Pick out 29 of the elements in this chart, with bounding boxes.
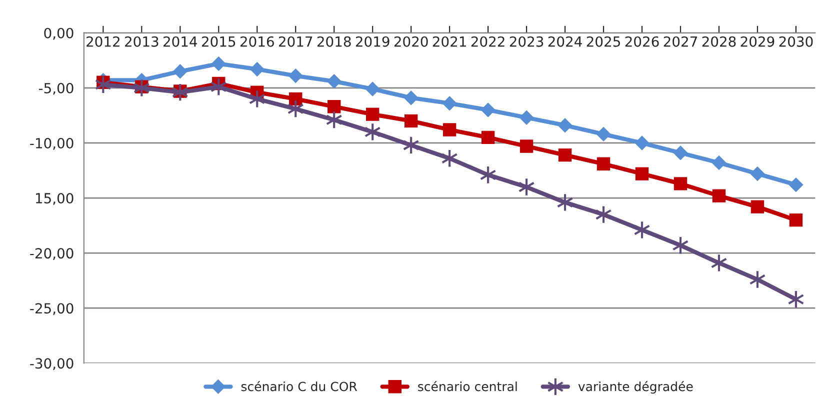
legend-label: scénario C du COR <box>241 381 358 392</box>
x-tick-label: 2016 <box>240 36 274 47</box>
x-tick-label: 2030 <box>779 36 813 47</box>
x-tick-label: 2019 <box>356 36 390 47</box>
x-tick-label: 2018 <box>317 36 351 47</box>
x-tick-label: 2028 <box>702 36 736 47</box>
x-tick-label: 2015 <box>202 36 236 47</box>
x-tick-label: 2024 <box>548 36 582 47</box>
y-tick-label: -20,00 <box>30 248 74 260</box>
x-tick-label: 2021 <box>432 36 466 47</box>
x-tick-label: 2020 <box>394 36 428 47</box>
x-tick-label: 2012 <box>86 36 120 47</box>
x-tick-label: 2025 <box>586 36 620 47</box>
y-tick-label: -5,00 <box>38 82 74 95</box>
x-tick-label: 2029 <box>740 36 774 47</box>
y-tick-label: -30,00 <box>30 358 74 370</box>
legend-label: variante dégradée <box>578 381 693 394</box>
y-tick-label: 0,00 <box>44 28 74 40</box>
x-tick-label: 2022 <box>471 36 504 47</box>
x-tick-label: 2014 <box>163 36 198 47</box>
x-tick-label: 2017 <box>278 36 312 47</box>
y-tick-label: -10,00 <box>30 138 74 150</box>
y-tick-label: -25,00 <box>30 303 74 316</box>
x-tick-label: 2026 <box>625 36 659 47</box>
legend-label: scénario central <box>418 381 517 392</box>
x-tick-label: 2023 <box>510 36 544 47</box>
y-tick-label: 15,00 <box>36 192 74 205</box>
x-tick-label: 2027 <box>664 36 697 47</box>
x-tick-label: 2013 <box>125 36 158 47</box>
